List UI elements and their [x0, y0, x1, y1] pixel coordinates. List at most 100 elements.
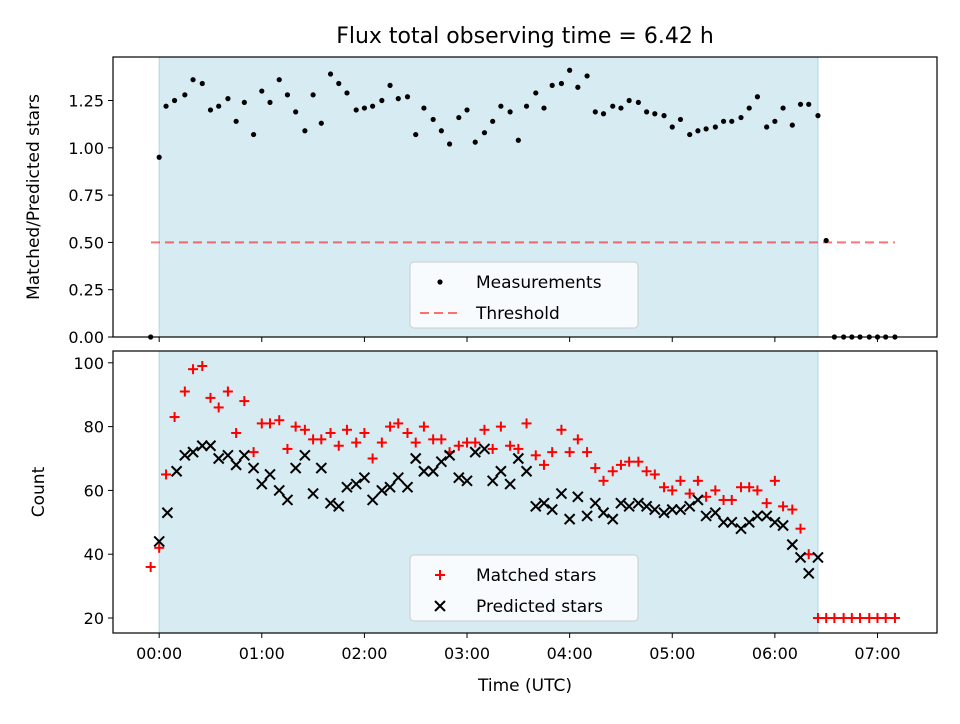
- y-tick-label: 40: [84, 545, 104, 564]
- matched-point: [692, 475, 703, 486]
- predicted-point: [443, 449, 456, 462]
- measurement-point: [720, 118, 727, 124]
- measurement-point: [754, 94, 761, 100]
- predicted-point: [222, 449, 234, 462]
- matched-point: [487, 443, 498, 454]
- matched-point: [633, 456, 644, 467]
- bottom-panel: 20 40 60 80 100 00:00 01:00 02:00 03:00 04:00 05:0…: [29, 350, 938, 696]
- measurement-point: [404, 94, 411, 100]
- predicted-point: [435, 455, 448, 468]
- predicted-point: [520, 465, 533, 477]
- matched-point: [197, 360, 208, 371]
- matched-point: [161, 469, 172, 480]
- predicted-point: [392, 471, 404, 484]
- measurement-point: [336, 80, 342, 87]
- measurement-point: [806, 101, 812, 107]
- predicted-point: [153, 535, 165, 548]
- measurement-point: [430, 116, 436, 123]
- predicted-point: [743, 516, 755, 529]
- measurement-point: [284, 92, 291, 98]
- y-tick-label: 100: [73, 354, 104, 373]
- measurement-point: [156, 154, 162, 160]
- legend-marker: [437, 279, 443, 285]
- predicted-point: [401, 481, 414, 493]
- matched-point: [598, 475, 609, 486]
- matched-point: [889, 613, 900, 624]
- top-panel: 0.00 0.25 0.50 0.75 1.00 1.25 Matched/Predicte…: [24, 56, 938, 347]
- legend: Measurements Threshold: [409, 261, 639, 329]
- measurement-point: [677, 116, 684, 123]
- predicted-point: [803, 567, 815, 580]
- measurement-point: [464, 107, 470, 113]
- predicted-point: [589, 497, 601, 509]
- data-layer: [148, 67, 898, 340]
- measurement-point: [746, 105, 752, 111]
- axes-frame: [112, 350, 938, 634]
- y-tick-label: 0.25: [68, 281, 104, 300]
- matched-point: [205, 392, 216, 403]
- predicted-point: [427, 465, 439, 477]
- y-axis-label: Count: [29, 466, 49, 517]
- matched-point: [744, 482, 755, 493]
- x-tick-label: 01:00: [239, 644, 285, 663]
- axes-frame: [112, 56, 938, 338]
- matched-point: [521, 418, 532, 429]
- matched-point: [282, 443, 293, 454]
- matched-point: [855, 613, 866, 624]
- legend-label: Threshold: [475, 304, 560, 324]
- matched-point: [470, 437, 481, 448]
- measurement-point: [549, 82, 555, 88]
- predicted-point: [751, 510, 764, 522]
- predicted-point: [812, 551, 824, 564]
- y-tick-label: 20: [84, 609, 104, 628]
- measurement-point: [780, 105, 786, 111]
- matched-point: [325, 427, 336, 438]
- matched-point: [787, 504, 798, 515]
- measurement-point: [267, 99, 273, 106]
- measurement-point: [361, 105, 368, 111]
- y-tick-label: 0.50: [68, 233, 104, 252]
- matched-point: [410, 437, 421, 448]
- matched-point: [675, 475, 686, 486]
- matched-point: [761, 498, 772, 509]
- matched-point: [624, 456, 635, 467]
- measurement-point: [327, 71, 334, 77]
- measurement-point: [584, 73, 590, 79]
- predicted-point: [726, 516, 738, 529]
- measurement-point: [738, 114, 744, 121]
- matched-point: [316, 434, 327, 445]
- measurement-point: [515, 137, 521, 143]
- y-tick-label: 1.00: [68, 139, 104, 158]
- matched-point: [341, 424, 352, 435]
- matched-point: [385, 421, 396, 432]
- matched-point: [265, 418, 276, 429]
- matched-point: [367, 453, 378, 464]
- x-axis-label: Time (UTC): [477, 676, 572, 696]
- legend: Matched stars Predicted stars: [409, 554, 639, 622]
- legend-box: [409, 554, 639, 622]
- predicted-point: [358, 471, 371, 484]
- predicted-point: [538, 497, 550, 509]
- measurement-point: [370, 103, 376, 109]
- measurement-point: [523, 103, 530, 109]
- matched-point: [393, 418, 404, 429]
- measurement-point: [438, 128, 444, 134]
- measurement-point: [310, 92, 316, 98]
- predicted-point: [469, 446, 481, 458]
- predicted-point: [623, 500, 635, 513]
- predicted-point: [461, 475, 473, 487]
- matched-point: [880, 613, 891, 624]
- y-tick-label: 0.00: [68, 328, 104, 347]
- measurement-point: [712, 124, 718, 130]
- predicted-point: [486, 475, 499, 487]
- matched-point: [239, 396, 250, 407]
- predicted-point: [324, 497, 337, 509]
- matched-point: [778, 501, 789, 512]
- predicted-point: [478, 443, 491, 455]
- predicted-point: [717, 516, 730, 529]
- predicted-point: [315, 462, 328, 474]
- matched-point: [803, 549, 814, 560]
- predicted-point: [597, 507, 610, 519]
